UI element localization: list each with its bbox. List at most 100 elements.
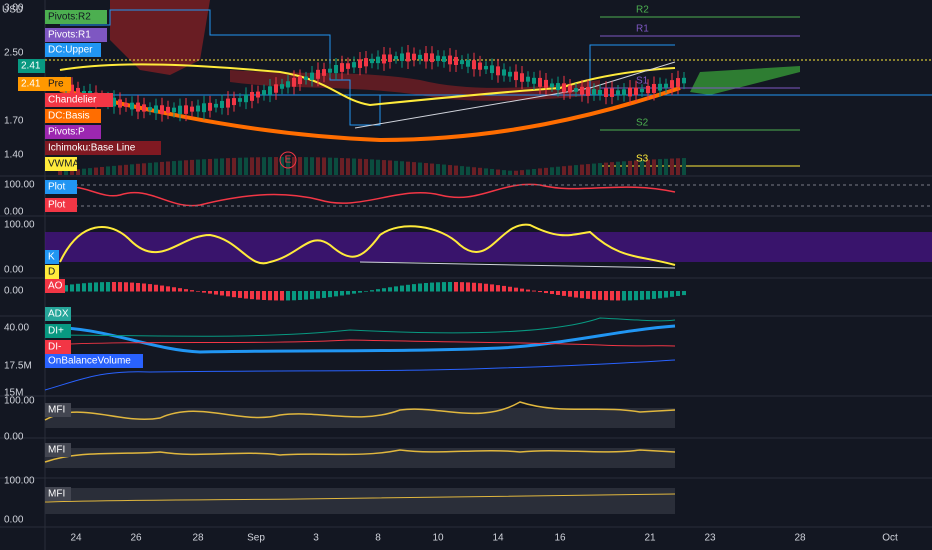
candle-body — [280, 84, 284, 89]
ao-bar — [448, 282, 452, 292]
ao-bar — [262, 291, 266, 301]
candle-body — [658, 83, 662, 91]
volume-bar — [328, 157, 332, 175]
candle-body — [466, 59, 470, 67]
candle-body — [136, 102, 140, 112]
ao-bar — [664, 291, 668, 298]
ao-bar — [112, 282, 116, 292]
candle-body — [532, 77, 536, 84]
time-axis-label: 28 — [794, 533, 806, 544]
candle-body — [118, 99, 122, 108]
volume-bar — [586, 164, 590, 175]
volume-bar — [286, 157, 290, 175]
adx-line — [44, 324, 676, 354]
candle-body — [586, 87, 590, 96]
volume-bar — [172, 161, 176, 175]
legend-badge — [45, 443, 71, 457]
volume-bar — [472, 167, 476, 175]
legend-label: MFI — [48, 489, 65, 500]
ao-bar — [598, 291, 602, 300]
volume-bar — [622, 161, 626, 175]
ao-bar — [130, 282, 134, 292]
candle-body — [442, 56, 446, 62]
volume-bar — [562, 166, 566, 175]
ao-bar — [526, 289, 530, 292]
candle-body — [142, 104, 146, 112]
candle-body — [292, 77, 296, 87]
ao-bar — [502, 285, 506, 292]
volume-bar — [298, 157, 302, 175]
volume-bar — [118, 165, 122, 175]
volume-bar — [310, 157, 314, 175]
volume-bar — [130, 164, 134, 175]
candle-body — [250, 92, 254, 101]
ao-bar — [190, 290, 194, 292]
candle-body — [388, 54, 392, 62]
volume-bar — [478, 167, 482, 175]
vwma-curve — [59, 86, 681, 143]
candle-body — [70, 84, 74, 94]
candle-body — [286, 81, 290, 88]
ao-bar — [652, 291, 656, 299]
volume-bar — [448, 165, 452, 175]
time-axis-label: 16 — [554, 533, 566, 544]
volume-bar — [250, 157, 254, 175]
ao-bar — [106, 282, 110, 292]
volume-bar — [412, 162, 416, 175]
ao-bar — [172, 287, 176, 292]
legend-badge — [45, 198, 77, 212]
candle-body — [178, 105, 182, 115]
oscillator-line — [59, 183, 676, 207]
ao-bar — [136, 282, 140, 292]
candle-body — [124, 102, 128, 107]
candle-body — [166, 106, 170, 114]
candle-body — [214, 103, 218, 108]
volume-bar — [304, 157, 308, 175]
obv-line — [44, 359, 676, 391]
candle-body — [634, 87, 638, 96]
pivot-label: S3 — [636, 154, 649, 165]
volume-bar — [502, 170, 506, 175]
price-badge — [18, 59, 45, 73]
candle-body — [358, 59, 362, 68]
pivot-label: S1 — [636, 76, 649, 87]
ao-bar — [268, 291, 272, 301]
price-badge-label: 2.41 — [21, 79, 41, 90]
ao-bar — [622, 291, 626, 301]
ao-bar — [250, 291, 254, 300]
candle-body — [460, 60, 464, 65]
di-plus — [44, 317, 676, 337]
mfi-band — [45, 488, 675, 514]
legend-label: Plot — [48, 200, 65, 211]
volume-bar — [154, 162, 158, 175]
ao-bar — [292, 291, 296, 301]
volume-bar — [88, 168, 92, 175]
legend-label: DI+ — [48, 326, 64, 337]
volume-bar — [442, 164, 446, 175]
ao-bar — [466, 282, 470, 292]
volume-bar — [166, 161, 170, 175]
legend-badge — [45, 43, 101, 57]
candle-body — [196, 105, 200, 112]
pivot-label: S2 — [636, 118, 649, 129]
candle-body — [76, 87, 80, 95]
volume-bar — [532, 168, 536, 175]
candle-body — [640, 88, 644, 93]
volume-bar — [406, 161, 410, 175]
legend-label: K — [48, 252, 55, 263]
time-axis-label: 10 — [432, 533, 444, 544]
candle-body — [652, 83, 656, 93]
volume-bar — [202, 159, 206, 175]
ao-bar — [70, 284, 74, 292]
currency: USD — [2, 5, 23, 16]
candle-body — [274, 84, 278, 93]
volume-bar — [496, 169, 500, 175]
candle-body — [418, 54, 422, 60]
price-axis-label: 3.00 — [4, 3, 24, 14]
pane-axis-label: 0.00 — [4, 207, 24, 218]
ao-bar — [532, 290, 536, 292]
legend-badge — [45, 324, 71, 338]
legend-badge — [45, 93, 113, 107]
candle-body — [184, 105, 188, 114]
candle-body — [628, 87, 632, 97]
